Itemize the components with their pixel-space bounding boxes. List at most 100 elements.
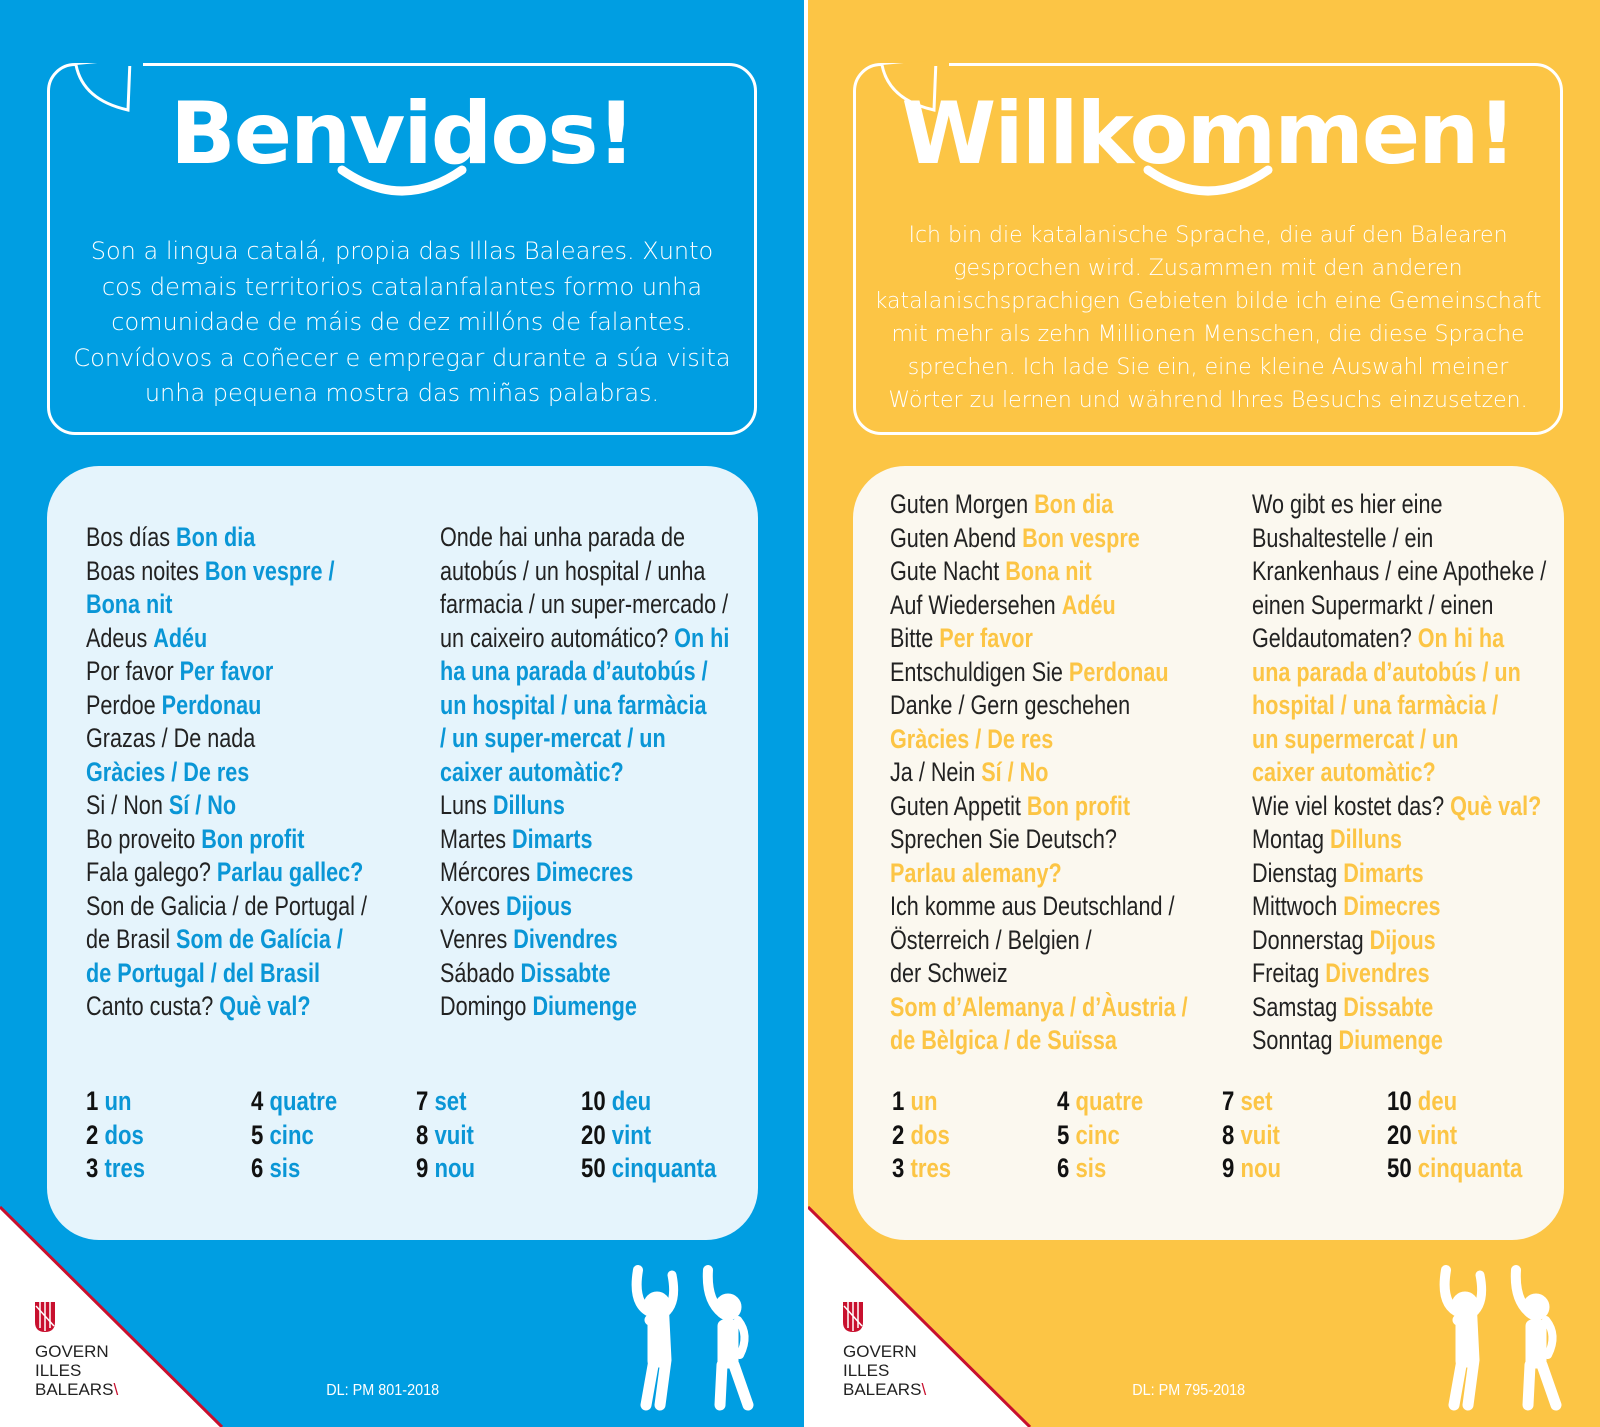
welcome-title: Willkommen!	[901, 84, 1516, 184]
phrase-line: Bona nit	[86, 588, 367, 622]
catalan-for-german-panel: Willkommen! Ich bin die katalanische Spr…	[808, 0, 1600, 1427]
phrase-line: Grazas / De nada	[86, 722, 367, 756]
phrase-catalan: Parlau gallec?	[216, 857, 364, 887]
phrase-box: Guten Morgen Bon dia Guten Abend Bon vesp…	[853, 466, 1564, 1240]
phrase-line: hospital / una farmàcia /	[1252, 689, 1546, 723]
phrase-line: Parlau alemany?	[890, 857, 1188, 891]
number-item: 6 sis	[251, 1153, 301, 1183]
phrase-line: Ich komme aus Deutschland /	[890, 890, 1188, 924]
phrase-line: / un super-mercat / un	[440, 722, 729, 756]
phrase-line: Danke / Gern geschehen	[890, 689, 1188, 723]
phrase-line: der Schweiz	[890, 957, 1188, 991]
phrase-line: Onde hai unha parada de	[440, 521, 729, 555]
phrase-line: Bushaltestelle / ein	[1252, 522, 1546, 556]
phrase-native: Dienstag	[1252, 857, 1344, 888]
phrase-catalan: Adéu	[153, 622, 208, 653]
phrase-native: Boas noites	[86, 555, 205, 586]
phrase-catalan: una parada d’autobús / un	[1252, 656, 1521, 687]
phrase-line: Luns Dilluns	[440, 789, 729, 823]
phrase-native: Auf Wiedersehen	[890, 589, 1062, 620]
phrase-catalan: Bona nit	[1005, 556, 1092, 586]
phrase-native: Danke / Gern geschehen	[890, 690, 1131, 720]
phrase-native: Sonntag	[1252, 1025, 1339, 1055]
intro-line: sprechen. Ich lade Sie ein, eine kleine …	[907, 355, 1509, 380]
phrase-line: Freitag Divendres	[1252, 957, 1546, 991]
phrase-catalan: Perdonau	[161, 689, 262, 720]
phrase-native: Donnerstag	[1252, 924, 1370, 955]
number-item: 2 dos	[892, 1119, 950, 1150]
phrase-column: Wo gibt es hier eine Bushaltestelle / ein…	[1252, 488, 1546, 1058]
phrase-line: Auf Wiedersehen Adéu	[890, 589, 1188, 623]
intro-line: katalanischsprachigen Gebieten bilde ich…	[874, 289, 1542, 314]
phrase-line: Österreich / Belgien /	[890, 924, 1188, 958]
phrase-catalan: On hi ha	[1417, 623, 1505, 653]
phrase-native: der Schweiz	[890, 958, 1008, 988]
govern-logo-icon	[843, 1302, 863, 1332]
phrase-catalan: de Portugal / del Brasil	[86, 957, 321, 988]
phrase-line: Dienstag Dimarts	[1252, 857, 1546, 891]
phrase-catalan: Bona nit	[86, 589, 173, 619]
phrase-line: Entschuldigen Sie Perdonau	[890, 656, 1188, 690]
phrase-native: Österreich / Belgien /	[890, 924, 1092, 955]
phrase-catalan: Parlau alemany?	[890, 857, 1062, 888]
phrase-line: Samstag Dissabte	[1252, 991, 1546, 1025]
phrase-native: Freitag	[1252, 958, 1326, 988]
phrase-catalan: Divendres	[513, 924, 618, 954]
phrase-native: Domingo	[440, 991, 533, 1021]
phrase-line: Venres Divendres	[440, 923, 729, 957]
phrase-line: Bitte Per favor	[890, 622, 1188, 656]
phrase-line: Por favor Per favor	[86, 655, 367, 689]
intro-line: mit mehr als zehn Millionen Menschen, di…	[891, 322, 1525, 347]
phrase-line: Geldautomaten? On hi ha	[1252, 622, 1546, 656]
phrase-line: Guten Morgen Bon dia	[890, 488, 1188, 522]
number-item: 5 cinc	[1057, 1119, 1120, 1150]
phrase-column: Bos días Bon dia Boas noites Bon vespre /…	[86, 521, 367, 1024]
phrase-native: Bushaltestelle / ein	[1252, 522, 1434, 553]
phrase-catalan: Sí / No	[981, 757, 1049, 787]
number-item: 7 set	[1222, 1086, 1273, 1116]
phrase-line: Ja / Nein Sí / No	[890, 756, 1188, 790]
phrase-native: Adeus	[86, 622, 154, 653]
legal-deposit: DL: PM 795-2018	[1132, 1382, 1246, 1399]
phrase-catalan: Perdonau	[1068, 656, 1169, 687]
phrase-line: Mércores Dimecres	[440, 856, 729, 890]
phrase-line: Bo proveito Bon profit	[86, 823, 367, 857]
phrase-line: Wie viel kostet das? Què val?	[1252, 790, 1546, 824]
phrase-catalan: / un super-mercat / un	[440, 723, 666, 753]
intro-line: gesprochen wird. Zusammen mit den andere…	[953, 256, 1463, 281]
phrase-catalan: Què val?	[1450, 790, 1542, 821]
phrase-native: Guten Abend	[890, 522, 1023, 553]
number-item: 4 quatre	[251, 1086, 338, 1116]
phrase-native: Bo proveito	[86, 823, 202, 854]
phrase-line: Adeus Adéu	[86, 622, 367, 656]
phrase-line: Mittwoch Dimecres	[1252, 890, 1546, 924]
phrase-catalan: Diumenge	[1338, 1025, 1443, 1055]
phrase-line: Sonntag Diumenge	[1252, 1024, 1546, 1058]
phrase-native: Martes	[440, 823, 513, 854]
phrase-native: Gute Nacht	[890, 556, 1006, 586]
phrase-native: Mittwoch	[1252, 891, 1344, 921]
phrase-line: Gute Nacht Bona nit	[890, 555, 1188, 589]
number-item: 3 tres	[86, 1153, 146, 1183]
phrase-native: Wie viel kostet das?	[1252, 790, 1451, 821]
number-item: 7 set	[416, 1086, 467, 1116]
phrase-native: Onde hai unha parada de	[440, 522, 686, 552]
phrase-line: farmacia / un super-mercado /	[440, 588, 729, 622]
phrase-catalan: Gràcies / De res	[86, 756, 250, 787]
phrase-native: Ja / Nein	[890, 757, 982, 787]
phrase-line: Guten Appetit Bon profit	[890, 790, 1188, 824]
phrase-catalan: Som d’Alemanya / d’Àustria /	[890, 991, 1188, 1022]
phrase-line: Fala galego? Parlau gallec?	[86, 856, 367, 890]
intro-line: comunidade de máis de dez millóns de fal…	[111, 308, 693, 336]
legal-deposit: DL: PM 801-2018	[326, 1382, 440, 1399]
number-item: 6 sis	[1057, 1153, 1107, 1183]
phrase-line: Bos días Bon dia	[86, 521, 367, 555]
phrase-native: un caixeiro automático?	[440, 622, 675, 653]
catalan-for-galician-panel: Benvidos! Son a lingua catalá, propia da…	[0, 0, 804, 1427]
number-item: 4 quatre	[1057, 1086, 1144, 1116]
phrase-line: Gràcies / De res	[86, 756, 367, 790]
phrase-line: Canto custa? Què val?	[86, 990, 367, 1024]
phrase-line: Boas noites Bon vespre /	[86, 555, 367, 589]
speech-bubble: Willkommen! Ich bin die katalanische Spr…	[853, 60, 1563, 435]
phrase-catalan: Dilluns	[1330, 824, 1403, 854]
